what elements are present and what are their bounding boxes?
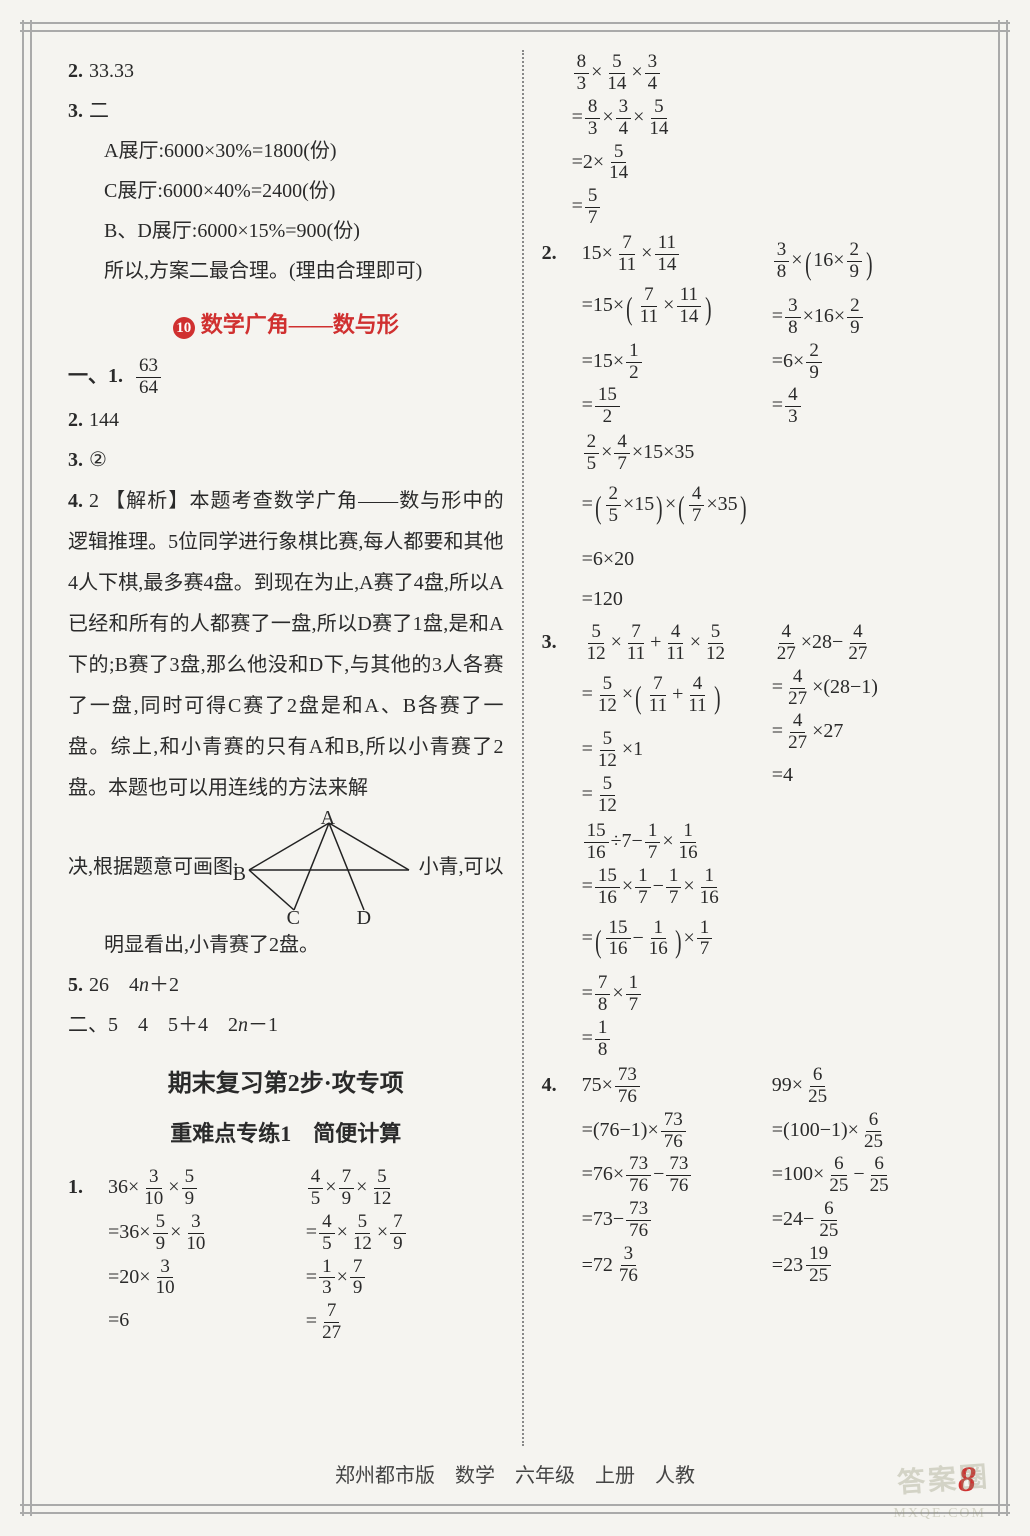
p4a: 75×7376 =(76−1)×7376 =76×7376−7376 =73−7… xyxy=(582,1063,772,1289)
p3b: 427×28−427 =427×(28−1) =427×27 =4 xyxy=(772,620,962,819)
graph-label-a: A xyxy=(321,799,335,837)
q3: 3.② xyxy=(68,441,504,479)
p3a: 512×711+411×512 =512×(711+411) =512×1 =5… xyxy=(582,620,772,819)
q5: 5.26 4n＋2 xyxy=(68,966,504,1004)
final-heading: 期末复习第2步·攻专项 xyxy=(68,1062,504,1108)
item-3a: A展厅:6000×30%=1800(份) xyxy=(68,132,504,170)
problem-2: 2. 15×711×1114 =15×(711×1114) =15×12 =15… xyxy=(542,231,962,430)
label: 4. xyxy=(542,1066,582,1104)
q2: 2.144 xyxy=(68,401,504,439)
item-3c: C展厅:6000×40%=2400(份) xyxy=(68,172,504,210)
p3c: 1516÷7−17×116 =1516×17−17×116 =(1516−116… xyxy=(542,821,962,1061)
problem-3: 3. 512×711+411×512 =512×(711+411) =512×1… xyxy=(542,620,962,819)
item-3bd: B、D展厅:6000×15%=900(份) xyxy=(68,212,504,250)
q4: 4.2 【解析】本题考查数学广角——数与形中的逻辑推理。5位同学进行象棋比赛,每… xyxy=(68,481,504,809)
circled-number-icon: 10 xyxy=(173,317,195,339)
text: 决,根据题意可画图: xyxy=(68,848,239,886)
left-column: 2.33.33 3.二 A展厅:6000×30%=1800(份) C展厅:600… xyxy=(50,50,524,1446)
graph-label-c: C xyxy=(287,899,300,937)
page-footer: 郑州都市版 数学 六年级 上册 人教 xyxy=(0,1459,1030,1488)
label: 3. xyxy=(542,623,582,661)
problem-4: 4. 75×7376 =(76−1)×7376 =76×7376−7376 =7… xyxy=(542,1063,962,1289)
sec2: 二、5 4 5＋4 2n－1 xyxy=(68,1006,504,1044)
item-3e: 所以,方案二最合理。(理由合理即可) xyxy=(68,252,504,290)
p1a: 36×310×59 =36×59×310 =20×310 =6 xyxy=(108,1165,306,1346)
item-3: 3.二 xyxy=(68,92,504,130)
watermark-main: 答案圈 xyxy=(896,1455,992,1501)
final-subheading: 重难点专练1 简便计算 xyxy=(68,1113,504,1155)
q1: 一、1. 6364 xyxy=(68,356,504,399)
watermark-url: MXQE.COM xyxy=(893,1506,986,1522)
p1b: 45×79×512 =45×512×79 =13×79 =727 xyxy=(306,1165,504,1346)
text: 小青,可以 xyxy=(419,848,504,886)
p2c: 25×47×15×35 =(25×15)×(47×35) =6×20 =120 xyxy=(542,432,962,618)
section-10-heading: 10数学广角——数与形 xyxy=(68,304,504,346)
graph-label-d: D xyxy=(357,899,371,937)
item-2: 2.33.33 xyxy=(68,52,504,90)
p1c: 83×514×34 =83×34×514 =2×514 =57 xyxy=(542,52,962,229)
p4b: 99×625 =(100−1)×625 =100×625−625 =24−625… xyxy=(772,1063,962,1289)
graph-label-b: B xyxy=(233,855,246,893)
q4-graph-row: 决,根据题意可画图: B A C D 小青,可以 xyxy=(68,811,504,924)
problem-1: 1. 36×310×59 =36×59×310 =20×310 =6 45×79… xyxy=(68,1165,504,1346)
p2a: 15×711×1114 =15×(711×1114) =15×12 =152 xyxy=(582,231,772,430)
right-column: 83×514×34 =83×34×514 =2×514 =57 2. 15×71… xyxy=(524,50,980,1446)
p2b: 38×(16×29) =38×16×29 =6×29 =43 xyxy=(772,231,962,430)
label: 1. xyxy=(68,1168,108,1206)
text: 33.33 xyxy=(89,60,134,82)
label: 2. xyxy=(542,234,582,272)
